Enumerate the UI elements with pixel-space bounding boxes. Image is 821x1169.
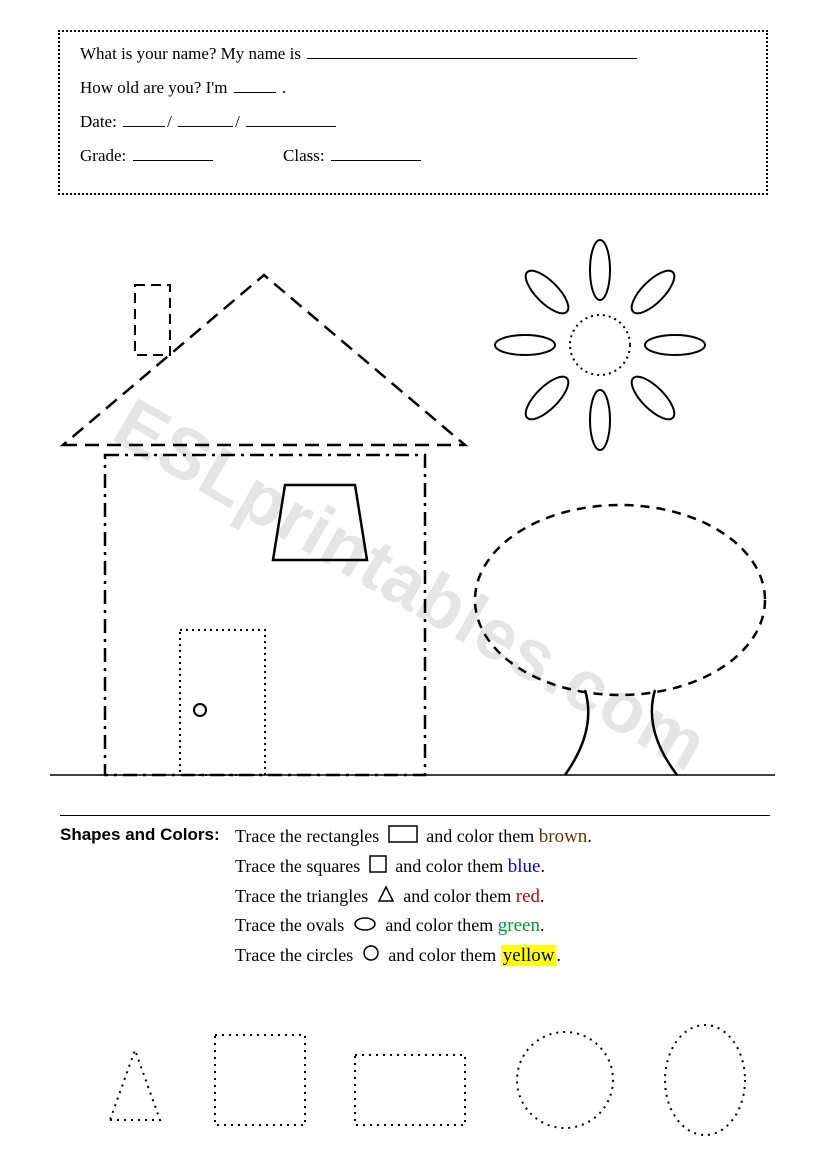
trace-triangle	[110, 1050, 160, 1120]
date-label: Date:	[80, 112, 117, 131]
class-label: Class:	[283, 146, 325, 165]
oval-icon	[353, 913, 377, 941]
scene-drawing	[45, 230, 780, 790]
age-question: How old are you? I'm	[80, 78, 228, 97]
triangle-icon	[377, 884, 395, 912]
trace-square	[215, 1035, 305, 1125]
grade-blank[interactable]	[133, 147, 213, 161]
circle-icon	[362, 943, 380, 971]
instructions-block: Shapes and Colors: Trace the rectangles …	[60, 815, 770, 971]
square-icon	[369, 854, 387, 882]
bottom-trace-shapes	[55, 1010, 765, 1140]
trace-rectangle	[355, 1055, 465, 1125]
instruction-triangles: Trace the triangles and color them red.	[235, 882, 770, 912]
date-blank-1[interactable]	[123, 113, 165, 127]
instructions-title: Shapes and Colors:	[60, 822, 235, 852]
instruction-rectangles: Trace the rectangles and color them brow…	[235, 822, 770, 852]
age-period: .	[282, 78, 286, 97]
name-row: What is your name? My name is	[80, 44, 746, 64]
color-red: red	[516, 886, 540, 907]
date-blank-3[interactable]	[246, 113, 336, 127]
color-blue: blue	[508, 856, 541, 877]
date-row: Date: / /	[80, 112, 746, 132]
trace-circle	[517, 1032, 613, 1128]
trace-oval	[665, 1025, 745, 1135]
color-brown: brown	[539, 826, 588, 847]
age-blank[interactable]	[234, 79, 276, 93]
age-row: How old are you? I'm .	[80, 78, 746, 98]
rectangle-icon	[388, 824, 418, 852]
student-info-box: What is your name? My name is How old ar…	[58, 30, 768, 195]
name-blank[interactable]	[307, 45, 637, 59]
class-blank[interactable]	[331, 147, 421, 161]
instruction-circles: Trace the circles and color them yellow.	[235, 941, 770, 971]
date-blank-2[interactable]	[178, 113, 233, 127]
grade-class-row: Grade: Class:	[80, 146, 746, 166]
instruction-squares: Trace the squares and color them blue.	[235, 852, 770, 882]
name-question: What is your name? My name is	[80, 44, 301, 63]
instruction-ovals: Trace the ovals and color them green.	[235, 911, 770, 941]
color-yellow: yellow	[501, 945, 557, 966]
grade-label: Grade:	[80, 146, 126, 165]
color-green: green	[498, 915, 540, 936]
